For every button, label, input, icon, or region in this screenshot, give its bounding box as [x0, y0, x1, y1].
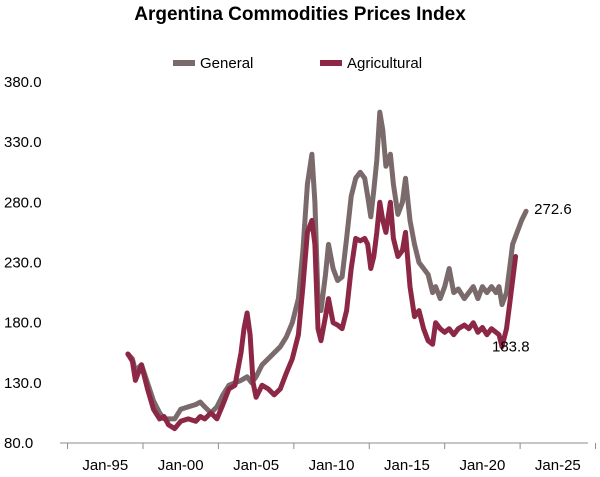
- legend-label-general: General: [200, 55, 253, 72]
- y-tick-label: 380.0: [4, 74, 42, 91]
- y-tick-label: 330.0: [4, 134, 42, 151]
- y-axis: 80.0 130.0 180.0 230.0 280.0 330.0 380.0: [4, 74, 42, 452]
- series-line-agricultural: [125, 199, 519, 432]
- y-tick-label: 280.0: [4, 194, 42, 211]
- legend-label-agricultural: Agricultural: [347, 55, 422, 72]
- annotation-layer: 272.6 183.8: [492, 201, 572, 355]
- x-tick-label: Jan-95: [82, 457, 128, 474]
- data-label-general: 272.6: [534, 201, 572, 218]
- series-layer: [125, 109, 529, 432]
- data-label-agricultural: 183.8: [492, 338, 530, 355]
- series-line-general: [125, 109, 529, 422]
- x-tick-label: Jan-15: [384, 457, 430, 474]
- x-tick-label: Jan-25: [535, 457, 581, 474]
- y-tick-label: 80.0: [4, 435, 33, 452]
- x-tick-label: Jan-10: [309, 457, 355, 474]
- x-tick-label: Jan-20: [459, 457, 505, 474]
- y-tick-label: 130.0: [4, 375, 42, 392]
- legend: General Agricultural: [173, 55, 422, 72]
- x-tick-label: Jan-05: [233, 457, 279, 474]
- x-tick-label: Jan-00: [158, 457, 204, 474]
- y-tick-label: 230.0: [4, 255, 42, 272]
- y-tick-label: 180.0: [4, 315, 42, 332]
- chart-title: Argentina Commodities Prices Index: [134, 4, 466, 25]
- x-axis: Jan-95 Jan-00 Jan-05 Jan-10 Jan-15 Jan-20 Jan-…: [60, 442, 597, 474]
